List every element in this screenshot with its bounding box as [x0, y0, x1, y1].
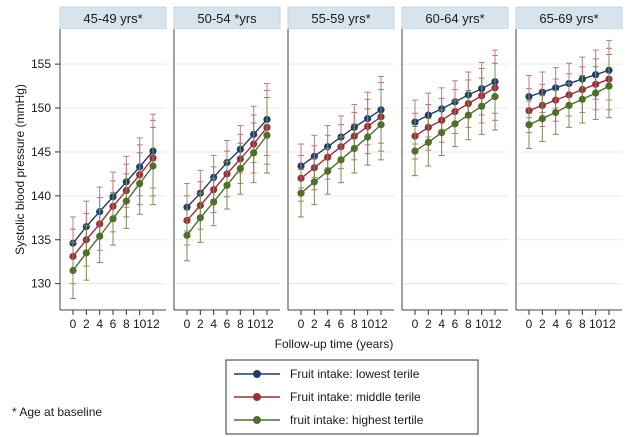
data-point	[250, 149, 258, 157]
data-point	[578, 95, 586, 103]
data-point	[82, 249, 90, 257]
data-point	[478, 102, 486, 110]
data-point	[377, 121, 385, 129]
x-tick-label: 10	[133, 317, 147, 331]
legend-label: Fruit intake: lowest terile	[290, 367, 420, 381]
x-tick-label: 0	[412, 317, 419, 331]
x-tick-label: 10	[475, 317, 489, 331]
x-tick-label: 8	[465, 317, 472, 331]
x-tick-label: 6	[224, 317, 231, 331]
legend: Fruit intake: lowest terile Fruit intake:…	[225, 359, 479, 435]
data-point	[364, 133, 372, 141]
x-tick-label: 6	[566, 317, 573, 331]
legend-swatch-marker	[253, 416, 261, 424]
data-point	[538, 114, 546, 123]
x-tick-label: 6	[452, 317, 459, 331]
data-point	[424, 138, 432, 146]
data-point	[136, 179, 144, 188]
x-tick-label: 0	[184, 317, 191, 331]
panel-2: 50-54 *yrs 0 2 4 6 8 10 12	[173, 6, 281, 331]
panel-5: 65-69 yrs* 0 2 4 6 8 10 12	[515, 6, 623, 331]
panel-title: 65-69 yrs*	[539, 11, 598, 26]
footnote: * Age at baseline	[12, 405, 102, 419]
x-tick-label: 8	[123, 317, 130, 331]
x-tick-label: 10	[361, 317, 375, 331]
data-point	[297, 189, 305, 197]
x-tick-label: 4	[210, 317, 217, 331]
y-tick-label: 150	[31, 101, 51, 115]
data-point	[491, 93, 499, 101]
y-tick-label: 145	[31, 145, 51, 159]
data-point	[210, 198, 218, 206]
x-tick-label: 12	[146, 317, 160, 331]
panel-title: 50-54 *yrs	[197, 11, 257, 26]
data-point	[605, 82, 613, 90]
x-tick-label: 6	[338, 317, 345, 331]
panel-3: 55-59 yrs* 0 2 4 6 8 10 12	[287, 6, 395, 331]
x-tick-label: 0	[298, 317, 305, 331]
x-tick-label: 4	[324, 317, 331, 331]
data-point	[464, 111, 472, 119]
x-tick-label: 2	[197, 317, 204, 331]
x-tick-label: 2	[539, 317, 546, 331]
data-point	[109, 215, 117, 223]
x-tick-label: 0	[526, 317, 533, 331]
data-point	[96, 232, 104, 240]
panel-title: 45-49 yrs*	[83, 11, 142, 26]
x-tick-label: 12	[602, 317, 616, 331]
y-axis-label: Systolic blood pressure (mmHg)	[13, 84, 27, 255]
panel-1: 45-49 yrs* 0 2 4 6 8 10 12	[59, 6, 167, 331]
data-point	[263, 131, 271, 139]
x-tick-label: 2	[83, 317, 90, 331]
y-tick-label: 135	[31, 233, 51, 247]
panel-title: 55-59 yrs*	[311, 11, 370, 26]
legend-swatch-marker	[253, 370, 261, 378]
plot-area	[402, 29, 508, 310]
data-point	[350, 144, 358, 153]
data-point	[122, 197, 130, 205]
legend-label: Fruit intake: middle terile	[290, 390, 421, 404]
panel-title: 60-64 yrs*	[425, 11, 484, 26]
data-point	[552, 108, 560, 117]
x-tick-label: 4	[438, 317, 445, 331]
data-point	[324, 167, 332, 175]
x-tick-label: 4	[552, 317, 559, 331]
data-point	[149, 162, 157, 170]
x-tick-label: 2	[311, 317, 318, 331]
data-point	[183, 231, 191, 239]
data-point	[223, 181, 231, 189]
panel-4: 60-64 yrs* 0 2 4 6 8 10 12	[401, 6, 509, 331]
x-tick-label: 0	[70, 317, 77, 331]
data-point	[565, 101, 573, 109]
x-tick-label: 8	[351, 317, 358, 331]
data-point	[438, 129, 446, 137]
data-point	[592, 89, 600, 97]
plot-area	[60, 29, 166, 310]
data-point	[337, 156, 345, 164]
data-point	[525, 121, 533, 129]
x-tick-label: 4	[96, 317, 103, 331]
x-tick-label: 12	[488, 317, 502, 331]
data-point	[196, 214, 204, 222]
y-tick-label: 130	[31, 277, 51, 291]
y-tick-label: 140	[31, 189, 51, 203]
x-tick-label: 12	[374, 317, 388, 331]
x-tick-label: 8	[579, 317, 586, 331]
x-tick-label: 10	[247, 317, 261, 331]
x-axis-label: Follow-up time (years)	[275, 337, 394, 351]
data-point	[236, 165, 244, 173]
data-point	[310, 178, 318, 186]
x-tick-label: 8	[237, 317, 244, 331]
legend-swatch-marker	[253, 393, 261, 401]
data-point	[411, 147, 419, 155]
x-tick-label: 2	[425, 317, 432, 331]
x-tick-label: 12	[260, 317, 274, 331]
y-tick-label: 155	[31, 57, 51, 71]
data-point	[69, 266, 77, 275]
legend-label: fruit intake: highest tertile	[290, 413, 424, 427]
x-tick-label: 10	[589, 317, 603, 331]
x-tick-label: 6	[110, 317, 117, 331]
data-point	[451, 120, 459, 128]
